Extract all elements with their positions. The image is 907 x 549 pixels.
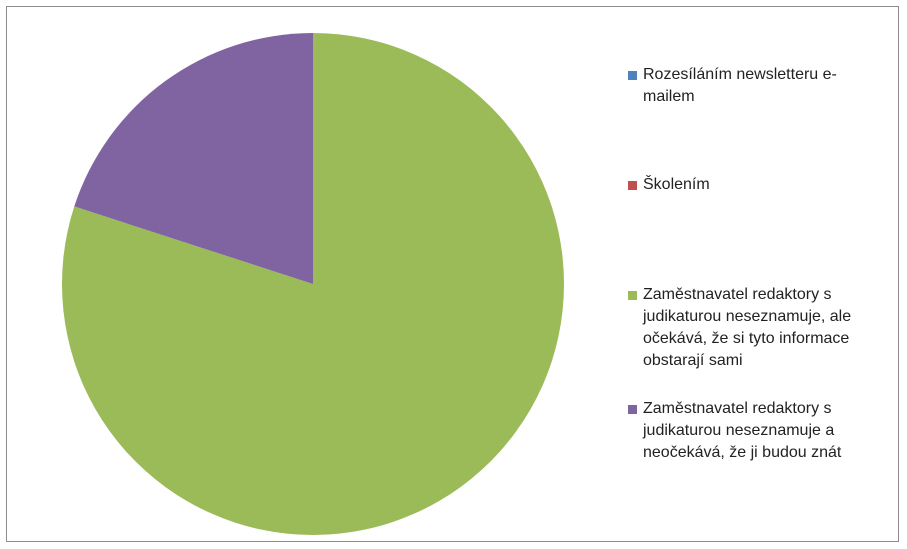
- legend-item: Zaměstnavatel redaktory s judikaturou ne…: [628, 284, 883, 372]
- legend-swatch: [628, 291, 637, 300]
- legend-item: Zaměstnavatel redaktory s judikaturou ne…: [628, 398, 883, 464]
- legend-swatch: [628, 405, 637, 414]
- legend-item: Školením: [628, 174, 883, 196]
- pie-slice: [74, 33, 313, 284]
- legend-label: Zaměstnavatel redaktory s judikaturou ne…: [643, 400, 842, 461]
- legend-label: Rozesíláním newsletteru e-mailem: [643, 66, 837, 105]
- legend-swatch: [628, 71, 637, 80]
- legend-label: Zaměstnavatel redaktory s judikaturou ne…: [643, 286, 852, 369]
- legend-label: Školením: [643, 176, 710, 193]
- legend-swatch: [628, 181, 637, 190]
- chart-frame: [6, 6, 899, 542]
- legend-item: Rozesíláním newsletteru e-mailem: [628, 64, 883, 108]
